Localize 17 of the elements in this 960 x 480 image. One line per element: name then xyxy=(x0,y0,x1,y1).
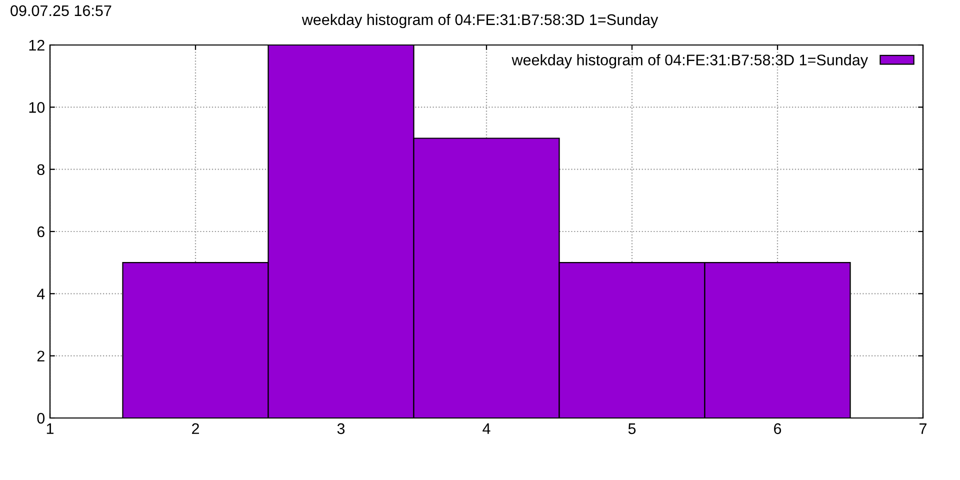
y-tick-label: 8 xyxy=(37,164,44,176)
x-tick-label: 1 xyxy=(46,423,54,434)
text: 09.07.25 16:57 xyxy=(10,5,112,16)
y-tick-label: 12 xyxy=(29,40,44,51)
y-tick-label: 10 xyxy=(29,102,45,113)
legend-label: weekday histogram of 04:FE:31:B7:58:3D 1=Sunday xyxy=(512,54,868,68)
x-tick-label: 5 xyxy=(628,423,636,434)
x-tick-label: 6 xyxy=(774,423,782,434)
x-tick-label: 7 xyxy=(920,423,926,434)
y-tick-label: 2 xyxy=(37,350,44,362)
y-tick-label: 4 xyxy=(36,288,45,300)
y-tick-label: 0 xyxy=(37,412,45,424)
x-tick-label: 4 xyxy=(482,423,490,434)
x-tick-label: 2 xyxy=(192,423,199,434)
chart-title: weekday histogram of 04:FE:31:B7:58:3D 1=Sunday xyxy=(302,14,658,28)
x-tick-label: 3 xyxy=(337,423,345,434)
y-tick-label: 6 xyxy=(37,226,44,238)
